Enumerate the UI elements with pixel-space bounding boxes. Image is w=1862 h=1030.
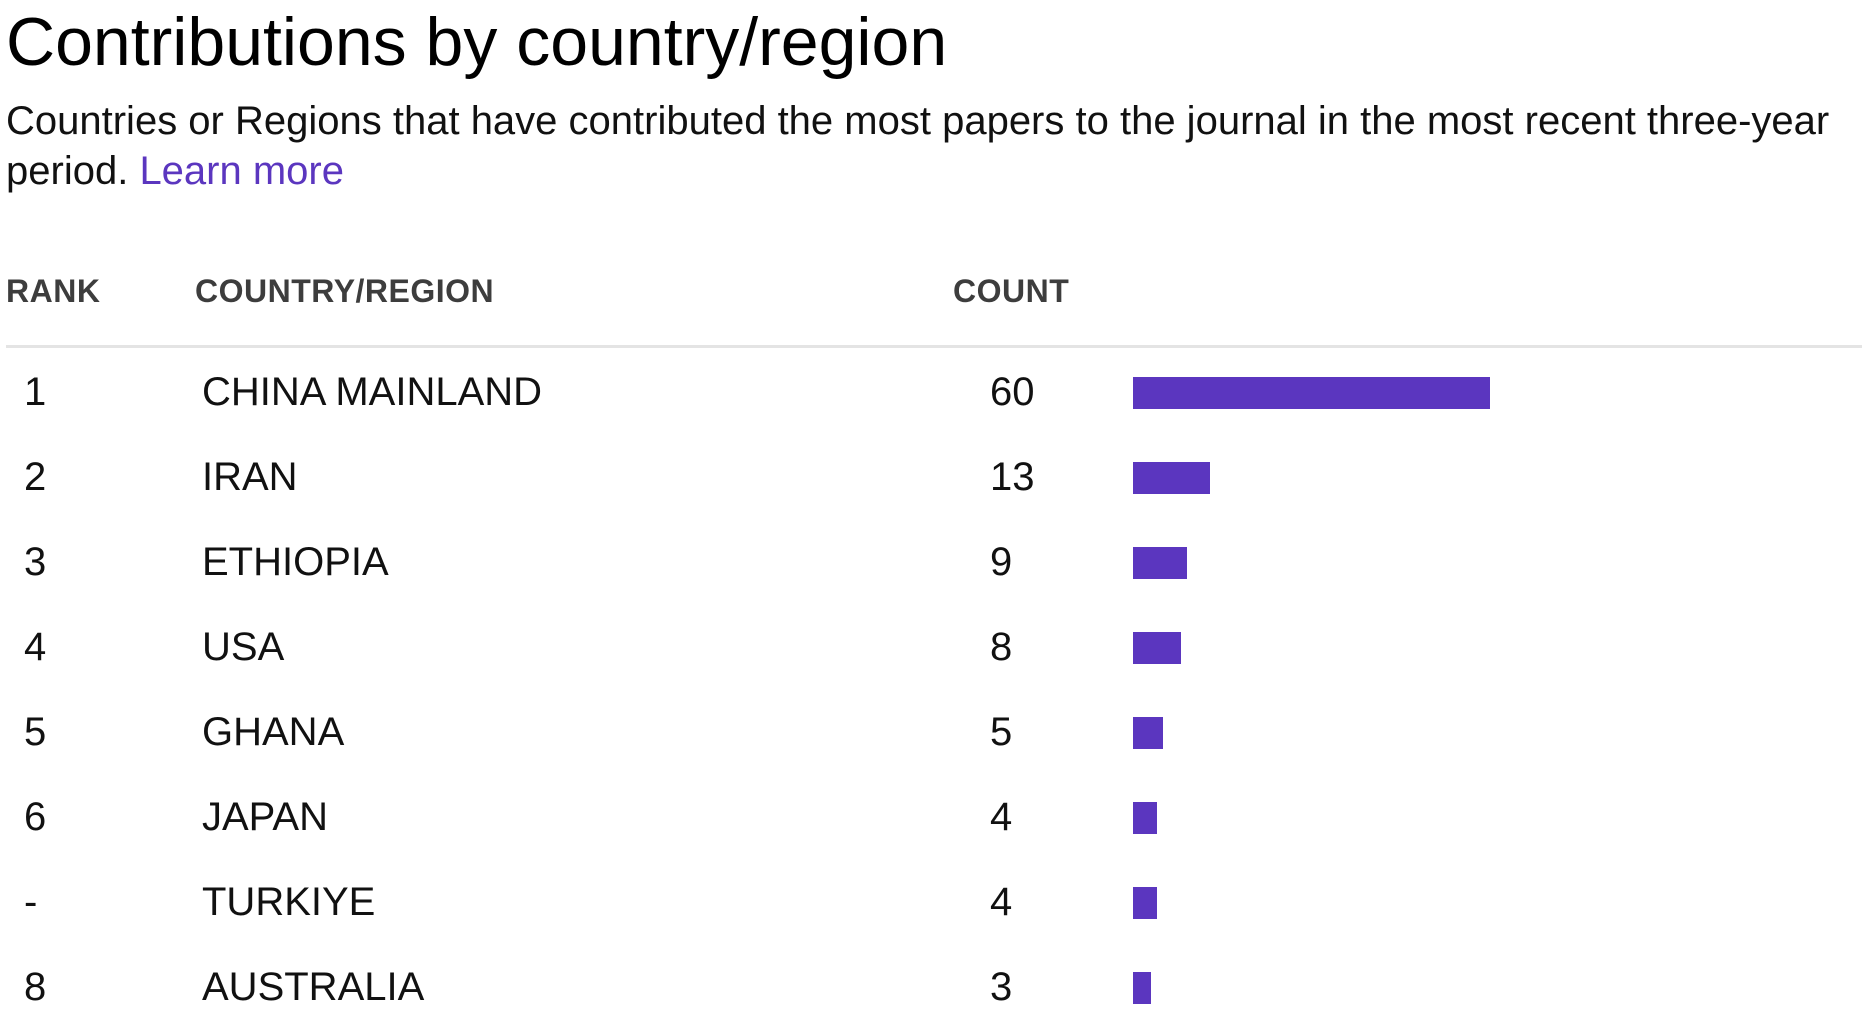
table-row: 6 JAPAN 4 — [0, 775, 1862, 860]
count-column-header: COUNT — [953, 273, 1070, 309]
country-cell: AUSTRALIA — [202, 965, 425, 1009]
count-bar — [1133, 887, 1157, 919]
table-row: 8 AUSTRALIA 3 — [0, 945, 1862, 1030]
subtitle-text: Countries or Regions that have contribut… — [6, 99, 1830, 193]
table-row: 1 CHINA MAINLAND 60 — [0, 350, 1862, 435]
count-bar — [1133, 632, 1181, 664]
rank-column-header: RANK — [6, 273, 101, 309]
count-cell: 4 — [990, 880, 1013, 924]
count-cell: 3 — [990, 965, 1013, 1009]
rank-cell: 4 — [24, 625, 47, 669]
count-cell: 4 — [990, 795, 1013, 839]
country-column-header: COUNTRY/REGION — [195, 273, 495, 309]
subtitle: Countries or Regions that have contribut… — [6, 96, 1858, 196]
count-cell: 13 — [990, 455, 1035, 499]
country-cell: GHANA — [202, 710, 345, 754]
count-cell: 8 — [990, 625, 1013, 669]
rank-cell: 8 — [24, 965, 47, 1009]
count-bar — [1133, 802, 1157, 834]
count-bar — [1133, 717, 1163, 749]
count-bar — [1133, 377, 1490, 409]
country-cell: CHINA MAINLAND — [202, 370, 543, 414]
country-cell: IRAN — [202, 455, 298, 499]
rank-cell: 2 — [24, 455, 47, 499]
rank-cell: 6 — [24, 795, 47, 839]
rank-cell: 3 — [24, 540, 47, 584]
rank-cell: - — [24, 880, 38, 924]
table-row: 2 IRAN 13 — [0, 435, 1862, 520]
country-cell: ETHIOPIA — [202, 540, 389, 584]
table-row: 4 USA 8 — [0, 605, 1862, 690]
country-cell: JAPAN — [202, 795, 328, 839]
count-bar — [1133, 462, 1210, 494]
count-cell: 5 — [990, 710, 1013, 754]
country-cell: TURKIYE — [202, 880, 376, 924]
country-cell: USA — [202, 625, 285, 669]
table-header: RANK COUNTRY/REGION COUNT — [0, 266, 1862, 316]
rank-cell: 1 — [24, 370, 47, 414]
header-divider — [6, 345, 1862, 348]
count-cell: 9 — [990, 540, 1013, 584]
count-bar — [1133, 972, 1151, 1004]
count-cell: 60 — [990, 370, 1035, 414]
page-title: Contributions by country/region — [6, 4, 948, 80]
rank-cell: 5 — [24, 710, 47, 754]
table-row: 3 ETHIOPIA 9 — [0, 520, 1862, 605]
table-row: - TURKIYE 4 — [0, 860, 1862, 945]
count-bar — [1133, 547, 1187, 579]
learn-more-link[interactable]: Learn more — [139, 149, 344, 193]
table-row: 5 GHANA 5 — [0, 690, 1862, 775]
